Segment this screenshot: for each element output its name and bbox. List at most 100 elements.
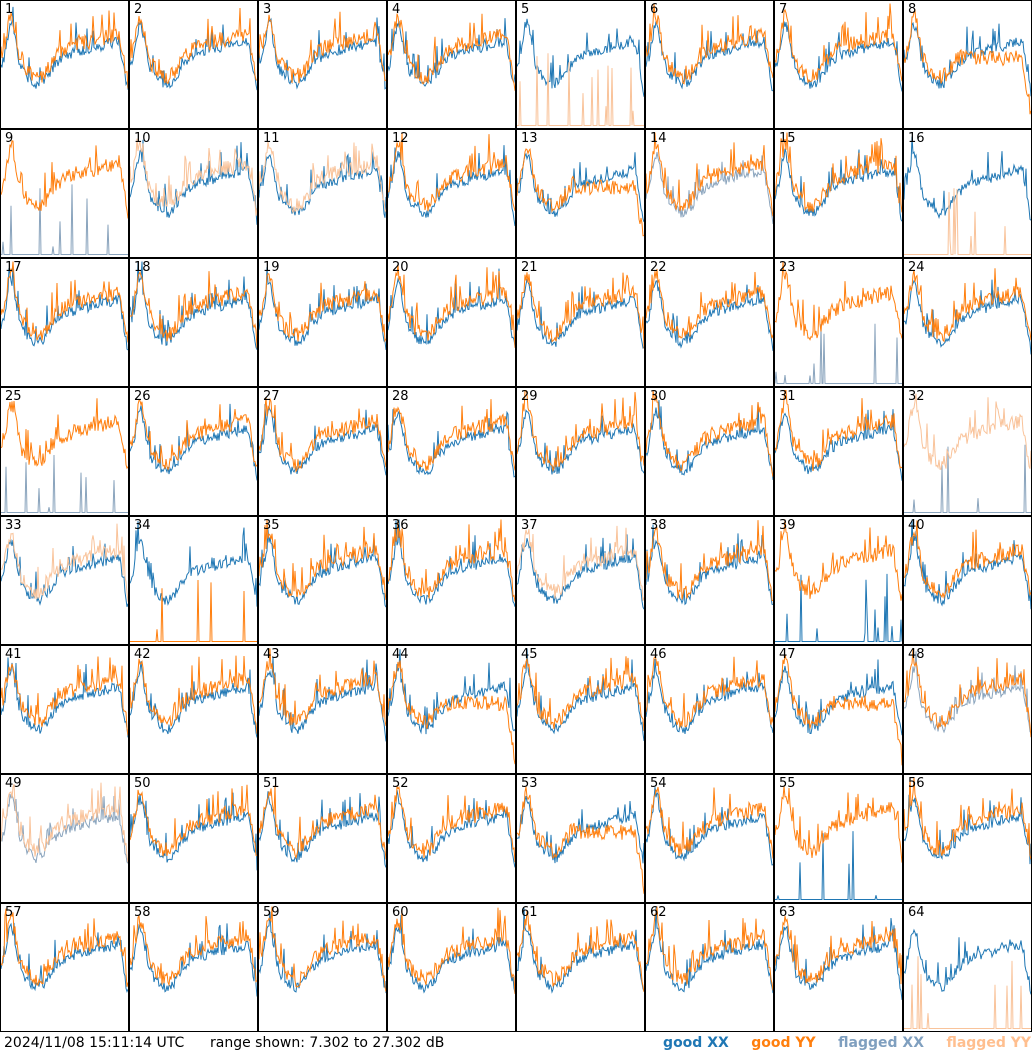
- panel-52-label: 52: [392, 776, 409, 791]
- panel-3: 3: [258, 0, 387, 129]
- panel-54-label: 54: [650, 776, 667, 791]
- panel-59: 59: [258, 903, 387, 1032]
- panel-23: 23: [774, 258, 903, 387]
- panel-36-yy-line: [388, 519, 515, 602]
- panel-17: 17: [0, 258, 129, 387]
- panel-7-yy-line: [775, 3, 902, 84]
- panel-32-yy-line: [904, 393, 1031, 470]
- panel-58-yy-line: [130, 914, 257, 987]
- panel-5-label: 5: [521, 2, 530, 17]
- panel-13-label: 13: [521, 131, 538, 146]
- panel-8-label: 8: [908, 2, 917, 17]
- panel-45-label: 45: [521, 647, 538, 662]
- panel-47-plot: [775, 654, 902, 766]
- panel-3-yy-line: [259, 11, 386, 84]
- panel-15-plot: [775, 132, 902, 222]
- panel-25: 25: [0, 387, 129, 516]
- panel-8-xx-line: [904, 21, 1031, 97]
- panel-18-label: 18: [134, 260, 151, 275]
- panel-54-yy-line: [646, 786, 773, 859]
- panel-16-label: 16: [908, 131, 925, 146]
- panel-41-label: 41: [5, 647, 22, 662]
- panel-11-xx-line: [259, 151, 386, 218]
- panel-9-yy-line: [1, 140, 128, 219]
- panel-26-yy-line: [130, 399, 257, 471]
- panel-1-label: 1: [5, 2, 14, 17]
- panel-10-label: 10: [134, 131, 151, 146]
- panel-24-xx-line: [904, 279, 1031, 355]
- panel-29-yy-line: [517, 390, 644, 473]
- panel-6-plot: [646, 3, 773, 92]
- legend: good XX good YY flagged XX flagged YY: [645, 1033, 1031, 1053]
- panel-41: 41: [0, 645, 129, 774]
- panel-61-yy-line: [517, 909, 644, 992]
- panel-47-xx-line: [775, 659, 902, 736]
- panel-26-plot: [130, 399, 257, 481]
- panel-60-label: 60: [392, 905, 409, 920]
- panel-60-xx-line: [388, 914, 515, 994]
- panel-15: 15: [774, 129, 903, 258]
- panel-12-label: 12: [392, 131, 409, 146]
- panel-40-plot: [904, 519, 1031, 610]
- panel-13: 13: [516, 129, 645, 258]
- panel-16: 16: [903, 129, 1032, 258]
- panel-5: 5: [516, 0, 645, 129]
- panel-17-label: 17: [5, 260, 22, 275]
- panel-59-yy-line: [259, 906, 386, 992]
- panel-60-plot: [388, 907, 515, 995]
- panel-10: 10: [129, 129, 258, 258]
- panel-64-plot: [904, 928, 1031, 1029]
- panel-56-yy-line: [904, 777, 1031, 860]
- panel-6-xx-line: [646, 21, 773, 92]
- panel-19-plot: [259, 267, 386, 350]
- panel-25-xx-line: [1, 454, 128, 513]
- panel-38-label: 38: [650, 518, 667, 533]
- panel-33-plot: [1, 523, 128, 607]
- panel-57-label: 57: [5, 905, 22, 920]
- panel-59-plot: [259, 906, 386, 994]
- panel-29-label: 29: [521, 389, 538, 404]
- panel-30-plot: [646, 390, 773, 480]
- panel-3-plot: [259, 11, 386, 90]
- panel-38-plot: [646, 520, 773, 606]
- panel-25-plot: [1, 398, 128, 513]
- panel-58-plot: [130, 914, 257, 997]
- panel-8-plot: [904, 8, 1031, 115]
- panel-40-xx-line: [904, 519, 1031, 610]
- legend-good-yy: good YY: [751, 1035, 816, 1051]
- panel-9-label: 9: [5, 131, 14, 146]
- panel-21: 21: [516, 258, 645, 387]
- panel-25-yy-line: [1, 398, 128, 470]
- panel-41-yy-line: [1, 656, 128, 736]
- panel-7-xx-line: [775, 21, 902, 92]
- panel-43-yy-line: [259, 648, 386, 727]
- panel-62-label: 62: [650, 905, 667, 920]
- panel-3-label: 3: [263, 2, 272, 17]
- panel-22: 22: [645, 258, 774, 387]
- panel-60: 60: [387, 903, 516, 1032]
- panel-5-yy-line: [517, 53, 644, 126]
- panel-16-yy-line: [904, 188, 1031, 255]
- panel-62-plot: [646, 906, 773, 994]
- panel-64: 64: [903, 903, 1032, 1032]
- panel-14-label: 14: [650, 131, 667, 146]
- panel-21-xx-line: [517, 278, 644, 349]
- panel-49-plot: [1, 782, 128, 864]
- panel-39-plot: [775, 519, 902, 642]
- panel-39: 39: [774, 516, 903, 645]
- panel-31-xx-line: [775, 409, 902, 481]
- panel-18-plot: [130, 261, 257, 350]
- panel-55-yy-line: [775, 785, 902, 863]
- panel-50-xx-line: [130, 792, 257, 871]
- panel-17-plot: [1, 261, 128, 351]
- panel-31-plot: [775, 390, 902, 481]
- panel-28-xx-line: [388, 409, 515, 478]
- panel-2: 2: [129, 0, 258, 129]
- panel-35-label: 35: [263, 518, 280, 533]
- panel-49-xx-line: [1, 793, 128, 864]
- panel-35: 35: [258, 516, 387, 645]
- panel-58: 58: [129, 903, 258, 1032]
- panel-2-yy-line: [130, 7, 257, 84]
- panel-5-plot: [517, 18, 644, 126]
